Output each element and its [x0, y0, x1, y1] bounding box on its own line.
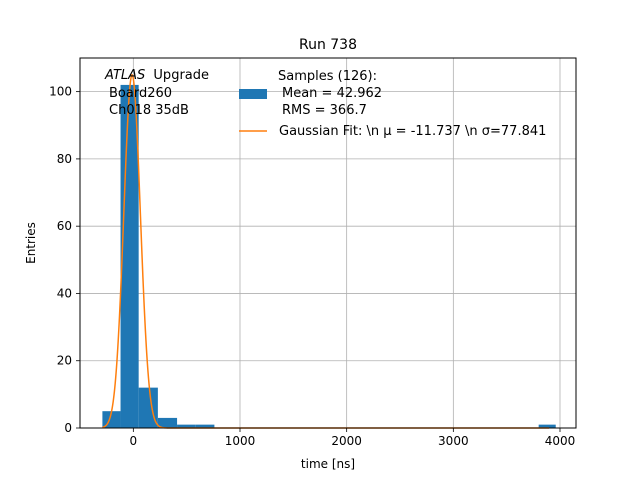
histogram-bar	[177, 424, 196, 428]
x-axis-label: time [ns]	[301, 457, 355, 471]
x-tick-label: 3000	[438, 434, 469, 448]
legend-samples-rms: RMS = 366.7	[282, 103, 367, 118]
y-axis-ticks: 0 20 40 60 80 100	[49, 85, 80, 435]
atlas-annotation: ATLAS Upgrade Board260 Ch018 35dB	[104, 68, 209, 118]
histogram-bar	[120, 84, 139, 428]
board-label: Board260	[109, 86, 172, 101]
y-tick-label: 80	[57, 152, 72, 166]
y-axis-label: Entries	[24, 222, 38, 264]
histogram-bar	[157, 417, 178, 428]
y-tick-label: 20	[57, 354, 72, 368]
histogram-bar	[195, 424, 215, 428]
x-tick-label: 1000	[225, 434, 256, 448]
plot-frame	[79, 57, 577, 429]
histogram-bar	[538, 424, 556, 428]
x-axis-ticks: 0 1000 2000 3000 4000	[130, 428, 576, 448]
legend-samples-title: Samples (126):	[278, 69, 377, 84]
y-tick-label: 100	[49, 85, 72, 99]
legend-fit-label: Gaussian Fit: \n μ = -11.737 \n σ=77.841	[279, 124, 546, 139]
legend-samples-mean: Mean = 42.962	[282, 86, 382, 101]
svg-text:ATLAS Upgrade: ATLAS Upgrade	[104, 68, 209, 83]
x-tick-label: 2000	[331, 434, 362, 448]
y-tick-label: 0	[64, 421, 72, 435]
x-tick-label: 4000	[545, 434, 576, 448]
chart-title: Run 738	[299, 37, 357, 53]
y-tick-label: 60	[57, 219, 72, 233]
upgrade-label: Upgrade	[153, 68, 209, 83]
x-tick-label: 0	[130, 434, 138, 448]
histogram-bar	[138, 387, 158, 428]
channel-label: Ch018 35dB	[109, 103, 189, 118]
legend: Samples (126): Mean = 42.962 RMS = 366.7…	[239, 69, 546, 139]
y-tick-label: 40	[57, 286, 72, 300]
grid-lines	[80, 58, 576, 429]
legend-swatch-samples	[239, 89, 267, 99]
atlas-label: ATLAS	[104, 68, 145, 83]
